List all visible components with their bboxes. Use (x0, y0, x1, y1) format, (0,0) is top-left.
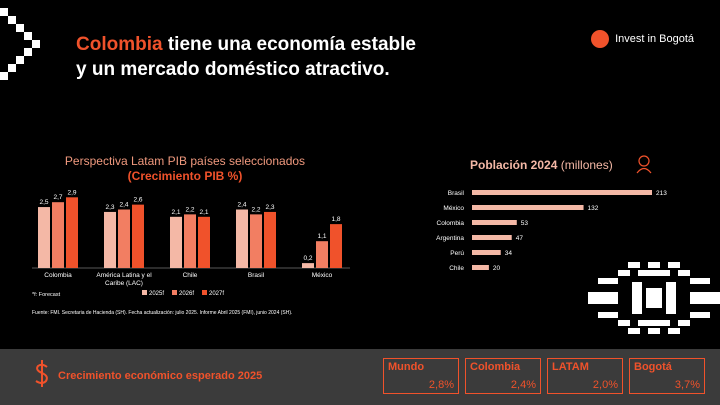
data-label: 2,1 (199, 209, 208, 216)
country-label: Perú (450, 250, 464, 257)
category-label: México (312, 272, 333, 279)
data-label: 2,5 (39, 199, 48, 206)
gdp-growth-chart: 2,5 2,7 2,9 Colombia 2,3 2,4 2,6 América Latina… (32, 189, 350, 298)
category-label: Brasil (248, 272, 265, 279)
bar-2026f (250, 214, 262, 268)
population-value: 34 (505, 250, 513, 257)
country-label: Chile (449, 265, 464, 272)
brand-dot-icon (591, 30, 610, 48)
data-label: 2,7 (53, 194, 62, 201)
data-label: 2,2 (185, 206, 194, 213)
population-chart: Brasil 213 México 132 Colombia 53 Argentina 47 P… (436, 190, 667, 272)
population-value: 132 (588, 205, 599, 212)
data-label: 2,6 (133, 197, 142, 204)
population-bar (472, 235, 512, 240)
population-bar (472, 190, 652, 195)
kpi-colombia: Colombia 2,4% (465, 358, 541, 394)
bar-2027f (330, 224, 342, 268)
bar-2027f (198, 216, 210, 268)
bar-2027f (132, 204, 144, 268)
category-label: Colombia (44, 272, 72, 279)
legend-label: 2027f (209, 291, 224, 297)
legend-label: 2026f (179, 291, 194, 297)
data-label: 2,3 (265, 204, 274, 211)
bar-2026f (316, 241, 328, 268)
bar-2025f (38, 207, 50, 268)
data-label: 2,1 (171, 209, 180, 216)
forecast-note: *f: Forecast (32, 292, 61, 298)
kpi-bogota: Bogotá 3,7% (629, 358, 705, 394)
data-label: 2,9 (67, 189, 76, 196)
pixel-arrow-decoration (0, 8, 40, 80)
pixel-pattern-decoration (588, 262, 720, 334)
data-label: 1,8 (331, 216, 340, 223)
data-label: 2,4 (119, 202, 128, 209)
population-value: 20 (493, 265, 501, 272)
population-bar (472, 250, 501, 255)
data-label: 2,2 (251, 206, 260, 213)
country-label: Brasil (448, 190, 465, 197)
bar-2025f (104, 211, 116, 268)
legend-label: 2025f (149, 291, 164, 297)
legend-swatch (142, 290, 147, 295)
bar-2027f (264, 211, 276, 268)
population-value: 213 (656, 190, 667, 197)
bar-2026f (118, 209, 130, 268)
population-bar (472, 265, 489, 270)
source-footnote: Fuente: FMI. Secretaria de Hacienda (SH)… (32, 310, 293, 316)
people-icon (636, 155, 652, 174)
legend-swatch (172, 290, 177, 295)
country-label: Argentina (436, 235, 464, 242)
kpi-latam: LATAM 2,0% (547, 358, 623, 394)
bar-2026f (52, 202, 64, 268)
legend-swatch (202, 290, 207, 295)
data-label: 2,3 (105, 204, 114, 211)
gdp-chart-title: Perspectiva Latam PIB países seleccionad… (64, 154, 306, 183)
growth-label: Crecimiento económico esperado 2025 (58, 370, 263, 382)
bar-2026f (184, 214, 196, 268)
population-value: 53 (521, 220, 529, 227)
population-bar (472, 220, 517, 225)
brand-logo: Invest in Bogotá (591, 30, 694, 48)
category-label: Chile (183, 272, 198, 279)
dollar-icon (35, 360, 48, 387)
brand-name: Invest in Bogotá (615, 33, 694, 45)
page-title: Colombia tiene una economía estable y un… (76, 34, 416, 80)
bar-2025f (170, 216, 182, 268)
population-bar (472, 205, 584, 210)
kpi-mundo: Mundo 2,8% (383, 358, 459, 394)
bar-2027f (66, 197, 78, 268)
category-label: Caribe (LAC) (105, 280, 143, 287)
country-label: México (443, 205, 464, 212)
data-label: 0,2 (303, 255, 312, 262)
data-label: 2,4 (237, 202, 246, 209)
bar-2025f (302, 263, 314, 268)
bar-2025f (236, 209, 248, 268)
country-label: Colombia (437, 220, 465, 227)
data-label: 1,1 (317, 233, 326, 240)
category-label: América Latina y el (96, 272, 152, 279)
population-value: 47 (516, 235, 524, 242)
population-chart-title: Población 2024 (millones) (470, 158, 613, 172)
